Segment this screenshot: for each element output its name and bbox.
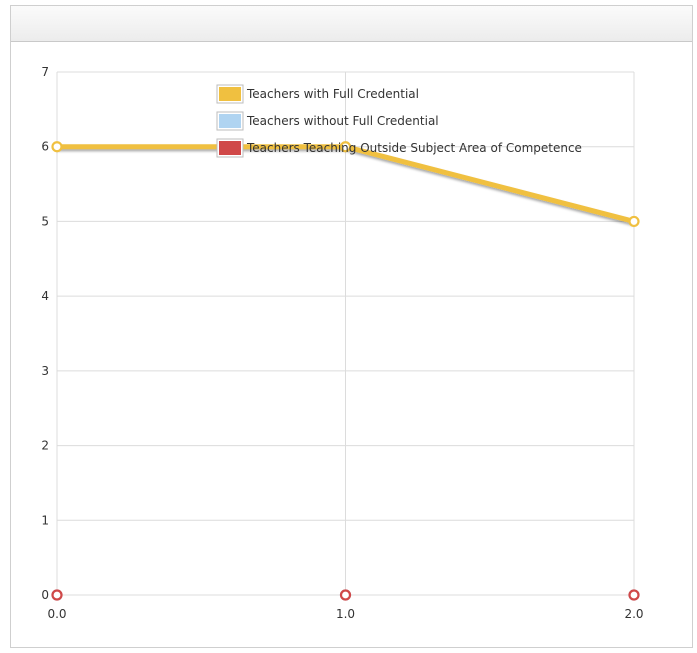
y-tick-label: 6	[41, 140, 49, 154]
legend-label[interactable]: Teachers without Full Credential	[246, 114, 439, 128]
x-tick-label: 2.0	[624, 607, 643, 621]
y-tick-label: 7	[41, 65, 49, 79]
chart-panel	[10, 5, 693, 648]
legend-label[interactable]: Teachers Teaching Outside Subject Area o…	[246, 141, 582, 155]
panel-header	[11, 6, 692, 42]
y-tick-label: 3	[41, 364, 49, 378]
legend-label[interactable]: Teachers with Full Credential	[246, 87, 419, 101]
legend-swatch[interactable]	[219, 141, 241, 155]
legend[interactable]: Teachers with Full Credential Teachers wi…	[216, 84, 582, 158]
data-point[interactable]	[51, 141, 63, 153]
data-point[interactable]	[51, 589, 63, 601]
y-tick-label: 4	[41, 289, 49, 303]
data-point[interactable]	[628, 215, 640, 228]
y-tick-label: 2	[41, 439, 49, 453]
y-tick-label: 1	[41, 513, 49, 527]
y-tick-label: 0	[41, 588, 49, 602]
x-tick-label: 1.0	[336, 607, 355, 621]
data-point[interactable]	[628, 589, 640, 601]
data-point[interactable]	[339, 589, 352, 601]
series	[51, 141, 640, 601]
y-tick-label: 5	[41, 214, 49, 228]
data-point[interactable]	[339, 141, 352, 153]
legend-swatch[interactable]	[219, 87, 241, 101]
axes: 0 1 2 3 4 5 6 7 0.0 1.0 2.0	[41, 65, 643, 621]
legend-swatch[interactable]	[219, 114, 241, 128]
x-tick-label: 0.0	[47, 607, 66, 621]
